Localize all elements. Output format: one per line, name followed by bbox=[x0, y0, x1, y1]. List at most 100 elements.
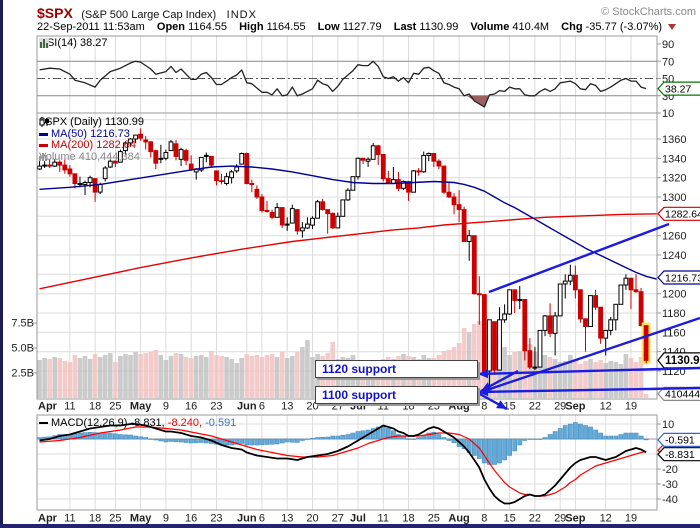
svg-text:25: 25 bbox=[109, 401, 121, 413]
volume-legend-text: Volume 410,444,384 bbox=[39, 151, 140, 163]
svg-text:22: 22 bbox=[529, 401, 541, 413]
svg-text:13: 13 bbox=[281, 401, 293, 413]
trendline-annotations bbox=[477, 222, 700, 411]
svg-text:8: 8 bbox=[481, 513, 487, 525]
quote-open: Open 1164.55 bbox=[157, 21, 227, 33]
svg-text:8: 8 bbox=[481, 401, 487, 413]
quote-volume: Volume 410.4M bbox=[470, 21, 549, 33]
quote-high: High 1164.55 bbox=[239, 21, 305, 33]
svg-text:18: 18 bbox=[89, 401, 101, 413]
symbol-label: $SPX bbox=[37, 5, 73, 21]
quote-low: Low 1127.79 bbox=[318, 21, 382, 33]
svg-text:19: 19 bbox=[625, 401, 637, 413]
left-border-strip bbox=[0, 0, 3, 528]
svg-text:13: 13 bbox=[281, 513, 293, 525]
svg-text:6: 6 bbox=[259, 401, 265, 413]
ma200-legend: MA(200) 1282.64 bbox=[39, 140, 136, 151]
svg-text:Apr: Apr bbox=[38, 513, 58, 525]
last-label: Last bbox=[393, 21, 417, 33]
svg-text:12: 12 bbox=[600, 513, 612, 525]
macd-legend: MACD(12,26,9) -8.831, -8.240, -0.591 bbox=[39, 418, 236, 429]
svg-text:23: 23 bbox=[210, 513, 222, 525]
low-value: 1127.79 bbox=[342, 21, 382, 33]
svg-text:May: May bbox=[130, 401, 152, 413]
high-label: High bbox=[239, 21, 264, 33]
bottom-border-strip bbox=[0, 524, 700, 528]
macd-hist-value: -0.591 bbox=[205, 417, 237, 429]
svg-text:May: May bbox=[130, 513, 152, 525]
svg-text:9: 9 bbox=[163, 401, 169, 413]
svg-text:27: 27 bbox=[332, 513, 344, 525]
svg-text:29: 29 bbox=[554, 401, 566, 413]
quote-last: Last 1130.99 bbox=[394, 21, 459, 33]
svg-text:20: 20 bbox=[306, 513, 318, 525]
support-1120-label: 1120 support bbox=[322, 362, 397, 376]
svg-text:9: 9 bbox=[163, 513, 169, 525]
svg-text:1130.99: 1130.99 bbox=[665, 355, 700, 367]
svg-text:25: 25 bbox=[109, 513, 121, 525]
change-label: Chg bbox=[561, 21, 583, 33]
svg-text:18: 18 bbox=[89, 513, 101, 525]
svg-text:Jul: Jul bbox=[350, 513, 366, 525]
support-annotation-1100: 1100 support bbox=[315, 386, 478, 404]
svg-text:Sep: Sep bbox=[565, 513, 585, 525]
volume-legend: Volume 410,444,384 bbox=[39, 152, 140, 163]
ma200-legend-text: MA(200) 1282.64 bbox=[51, 139, 136, 151]
macd-signal-value: -8.240, bbox=[167, 417, 203, 429]
svg-text:90: 90 bbox=[662, 39, 674, 51]
volume-value: 410.4M bbox=[512, 21, 550, 33]
svg-text:7.5B: 7.5B bbox=[11, 318, 34, 330]
svg-text:6: 6 bbox=[259, 513, 265, 525]
svg-text:1160: 1160 bbox=[662, 327, 686, 339]
svg-text:70: 70 bbox=[662, 56, 674, 68]
svg-text:Sep: Sep bbox=[565, 401, 585, 413]
macd-legend-name: MACD(12,26,9) bbox=[51, 417, 128, 429]
svg-text:-8.831: -8.831 bbox=[665, 449, 695, 461]
low-label: Low bbox=[317, 21, 340, 33]
svg-text:-20: -20 bbox=[662, 464, 678, 476]
axis-value-tags: 38.271282.641216.73-8.240-8.831-0.591410… bbox=[657, 81, 700, 462]
svg-text:15: 15 bbox=[504, 513, 516, 525]
svg-text:1360: 1360 bbox=[662, 134, 686, 146]
rsi-plot bbox=[39, 60, 647, 108]
svg-text:1260: 1260 bbox=[662, 231, 686, 243]
svg-text:19: 19 bbox=[625, 513, 637, 525]
svg-text:-0.591: -0.591 bbox=[665, 435, 695, 447]
quote-change: Chg -35.77 (-3.07%) bbox=[561, 21, 662, 33]
svg-text:1240: 1240 bbox=[662, 250, 686, 262]
open-value: 1164.55 bbox=[188, 21, 228, 33]
svg-text:12: 12 bbox=[600, 401, 612, 413]
svg-text:5.0B: 5.0B bbox=[11, 343, 34, 355]
svg-text:-40: -40 bbox=[662, 494, 678, 506]
symbol-name: (S&P 500 Large Cap Index) bbox=[81, 9, 217, 21]
copyright-label: © StockCharts.com bbox=[601, 6, 696, 18]
svg-text:10: 10 bbox=[662, 419, 674, 431]
svg-text:410444384: 410444384 bbox=[665, 389, 700, 401]
svg-text:Apr: Apr bbox=[38, 401, 58, 413]
svg-text:1216.73: 1216.73 bbox=[665, 272, 700, 284]
grid-lines bbox=[37, 36, 657, 510]
svg-text:16: 16 bbox=[185, 401, 197, 413]
price-legend: $SPX (Daily) 1130.99 bbox=[39, 117, 144, 128]
svg-text:16: 16 bbox=[185, 513, 197, 525]
header-title-row: $SPX (S&P 500 Large Cap Index) INDX bbox=[37, 5, 257, 23]
candlestick-icon bbox=[39, 117, 49, 127]
svg-text:1200: 1200 bbox=[662, 289, 686, 301]
support-1100-label: 1100 support bbox=[322, 388, 397, 402]
axis-labels: Apr 11 18 25 May 9 16 23 Jun 6 13 20 27 Jul 11 18 25 Aug 8… bbox=[11, 39, 686, 525]
svg-text:1180: 1180 bbox=[662, 308, 686, 320]
volume-label: Volume bbox=[470, 21, 510, 33]
svg-text:1282.64: 1282.64 bbox=[665, 209, 700, 221]
svg-text:15: 15 bbox=[504, 401, 516, 413]
support-annotation-1120: 1120 support bbox=[315, 360, 478, 378]
moving-averages bbox=[39, 165, 658, 290]
price-legend-text: $SPX (Daily) 1130.99 bbox=[39, 116, 144, 128]
candlesticks bbox=[37, 128, 651, 390]
change-down-arrow-icon bbox=[668, 24, 677, 30]
svg-text:23: 23 bbox=[210, 401, 222, 413]
change-value: -35.77 (-3.07%) bbox=[585, 21, 663, 33]
svg-text:10: 10 bbox=[662, 108, 674, 120]
quote-row: 22-Sep-2011 11:53am Open 1164.55 High 11… bbox=[37, 21, 677, 33]
